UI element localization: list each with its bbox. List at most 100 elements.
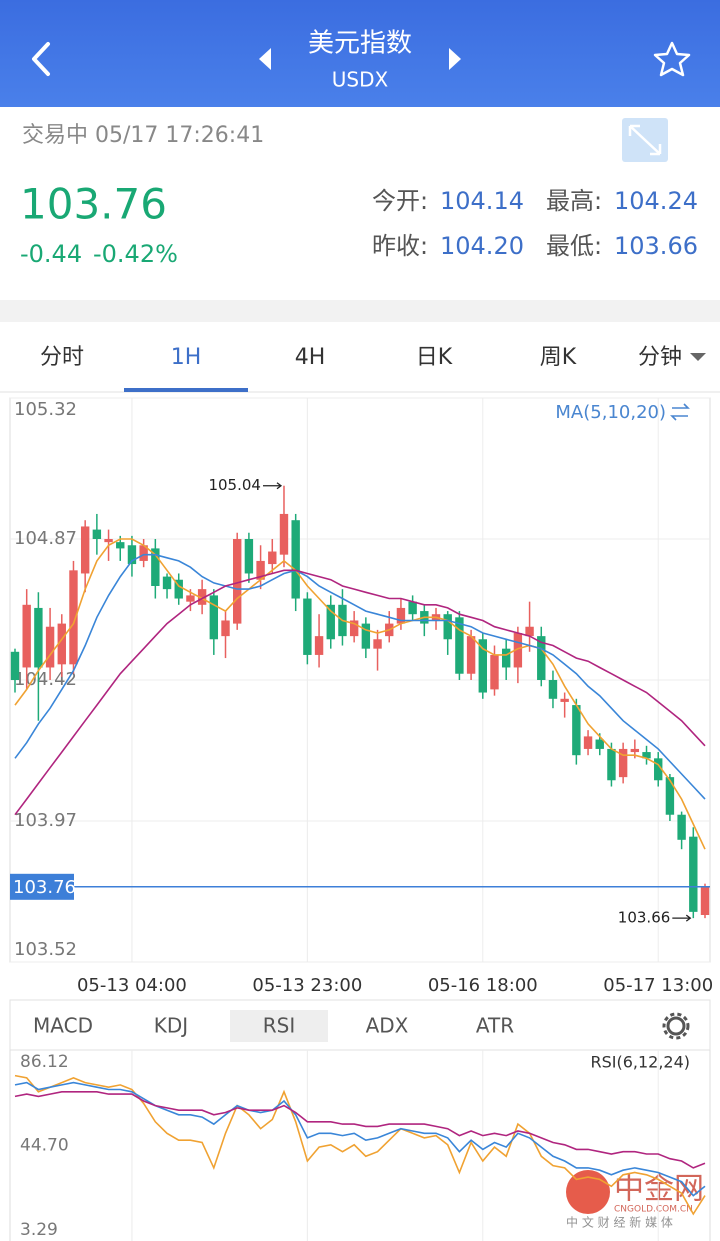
candle-body — [326, 604, 335, 640]
candle-body — [443, 614, 452, 640]
indicator-tab[interactable]: KDJ — [154, 1014, 188, 1038]
indicator-tab-bg — [230, 1010, 328, 1042]
title: 美元指数 — [308, 29, 412, 59]
candle-body — [104, 539, 113, 543]
candle-body — [572, 705, 581, 756]
candle-body — [537, 636, 546, 680]
y-tick-label: 103.52 — [14, 939, 77, 960]
candle-body — [630, 748, 640, 753]
candle-body — [607, 748, 616, 781]
candle-body — [478, 639, 487, 693]
candle-body — [689, 836, 698, 912]
candle-body — [700, 886, 710, 915]
candle-body — [174, 579, 183, 599]
candle-body — [501, 648, 511, 668]
watermark-logo-text: 中金网 — [614, 1172, 704, 1207]
candle-body — [455, 617, 464, 674]
candle-body — [127, 545, 137, 565]
last-price-label: 103.76 — [13, 877, 76, 898]
candle-body — [677, 814, 686, 840]
x-tick-label: 05-13 23:00 — [252, 975, 362, 996]
candle-body — [560, 698, 569, 702]
candle-body — [513, 633, 523, 668]
rsi-line — [14, 1091, 706, 1169]
dropdown-icon — [690, 353, 706, 361]
favorite-button[interactable] — [653, 41, 691, 77]
candle-body — [244, 539, 254, 574]
ma-toggle-icon[interactable] — [670, 403, 690, 421]
annotation-arrowhead — [276, 482, 283, 490]
candle-body — [139, 545, 148, 561]
tab[interactable]: 分钟 — [638, 345, 682, 370]
y-tick-label: 105.32 — [14, 399, 77, 420]
candle-body — [151, 548, 160, 586]
candle-body — [642, 752, 651, 759]
ma-line — [14, 538, 706, 850]
candle-body — [116, 542, 125, 549]
candle-body — [92, 529, 102, 539]
tab[interactable]: 日K — [416, 345, 453, 370]
candle-body — [303, 598, 312, 655]
header-bar — [0, 0, 720, 107]
candle-body — [69, 570, 78, 665]
annotation: 105.04 — [208, 476, 261, 494]
candle-body — [349, 620, 359, 637]
low-label: 最低: — [546, 232, 602, 260]
candle-body — [548, 680, 558, 699]
candle-body — [57, 623, 66, 665]
candle-body — [291, 520, 300, 599]
candle-body — [396, 607, 406, 624]
high-value: 104.24 — [614, 187, 698, 215]
change-pct: -0.42% — [93, 240, 178, 268]
candle-body — [525, 626, 534, 637]
candle-body — [595, 739, 604, 749]
indicator-tab[interactable]: RSI — [263, 1014, 296, 1038]
ma-line — [14, 553, 706, 800]
candle-body — [466, 636, 476, 674]
y-tick-label: 86.12 — [20, 1052, 69, 1072]
tab[interactable]: 周K — [540, 345, 577, 370]
tab[interactable]: 4H — [295, 345, 326, 370]
high-label: 最高: — [546, 187, 602, 215]
open-value: 104.14 — [440, 187, 524, 215]
indicator-tab[interactable]: ATR — [476, 1014, 514, 1038]
x-tick-label: 05-16 18:00 — [428, 975, 538, 996]
candle-body — [665, 777, 675, 815]
watermark-slogan: 中 文 财 经 新 媒 体 — [566, 1215, 673, 1230]
candle-body — [197, 589, 207, 605]
status: 交易中 05/17 17:26:41 — [22, 123, 264, 148]
next-button[interactable] — [449, 48, 461, 70]
annotation-arrowhead — [685, 914, 692, 922]
x-tick-label: 05-13 04:00 — [77, 975, 187, 996]
legend: RSI(6,12,24) — [590, 1053, 690, 1072]
price: 103.76 — [20, 180, 167, 229]
expand-icon — [628, 124, 662, 156]
candle-body — [34, 607, 43, 668]
candle-body — [361, 623, 371, 649]
candle-body — [279, 513, 289, 555]
candle-body — [314, 636, 324, 655]
indicator-tab[interactable]: MACD — [33, 1014, 93, 1038]
symbol: USDX — [332, 68, 389, 92]
candle-body — [162, 576, 172, 590]
candle-body — [209, 595, 219, 640]
candle-body — [618, 748, 628, 778]
watermark-domain: CNGOLD.COM.CN — [614, 1205, 693, 1215]
indicator-tab[interactable]: ADX — [366, 1014, 409, 1038]
candle-body — [583, 736, 593, 749]
settings-button[interactable] — [662, 1012, 690, 1040]
tab-underline — [124, 388, 248, 392]
back-button[interactable] — [32, 42, 50, 76]
watermark-logo — [566, 1170, 610, 1214]
candle-body — [654, 758, 663, 781]
candle-body — [80, 526, 90, 574]
low-value: 103.66 — [614, 232, 698, 260]
tab[interactable]: 1H — [171, 345, 202, 370]
prev-button[interactable] — [259, 48, 271, 70]
change: -0.44 — [20, 240, 82, 268]
tab[interactable]: 分时 — [40, 345, 84, 370]
candle-body — [233, 539, 242, 624]
y-tick-label: 103.97 — [14, 810, 77, 831]
